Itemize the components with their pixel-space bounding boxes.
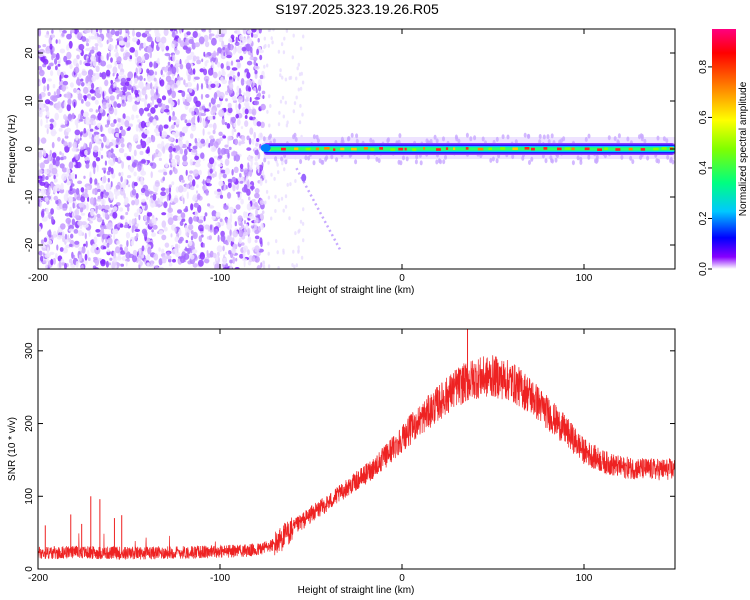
snr-y-tick-label: 200: [24, 415, 35, 432]
snr-y-tick-label: 0: [24, 566, 35, 572]
figure-title: S197.2025.323.19.26.R05: [275, 1, 439, 17]
snr-y-axis-label: SNR (10 * v/v): [7, 417, 18, 481]
snr-x-tick-label: -200: [28, 573, 48, 584]
spectrogram-marks: [38, 29, 675, 269]
spectrogram-x-ticks: -200 -100 0 100: [28, 29, 593, 284]
spectrogram-x-tick-label: 100: [576, 273, 593, 284]
colorbar-gradient: [712, 29, 736, 269]
spectrogram-y-tick-label: -20: [24, 237, 35, 252]
snr-y-tick-label: 300: [24, 342, 35, 359]
snr-x-axis-label: Height of straight line (km): [298, 585, 415, 596]
spectrogram-y-axis-label: Frequency (Hz): [7, 115, 18, 184]
colorbar-ticks: 0.0 0.2 0.4 0.6 0.8: [698, 60, 712, 276]
colorbar-tick-label: 0.4: [698, 161, 709, 175]
snr-marks: [38, 329, 675, 561]
colorbar-tick-label: 0.0: [698, 262, 709, 276]
spectrogram-y-tick-label: 20: [24, 47, 35, 59]
colorbar-label: Normalized spectral amplitude: [738, 81, 749, 216]
snr-x-tick-label: -100: [210, 573, 230, 584]
streak-head: [301, 173, 307, 182]
spectrogram-y-tick-label: 10: [24, 95, 35, 107]
colorbar: 0.0 0.2 0.4 0.6 0.8 Normalized spectral ampl…: [698, 29, 749, 276]
snr-x-tick-label: 100: [576, 573, 593, 584]
spectrogram-y-ticks: 20 10 0 -10 -20: [24, 47, 675, 252]
snr-y-tick-label: 100: [24, 487, 35, 504]
spectrogram-x-tick-label: -200: [28, 273, 48, 284]
snr-frame: [37, 328, 676, 570]
signal-band: [260, 132, 675, 166]
snr-x-ticks: -200 -100 0 100: [28, 329, 593, 584]
colorbar-tick-label: 0.8: [698, 60, 709, 74]
spectrogram-x-axis-label: Height of straight line (km): [298, 285, 415, 296]
noise-speckles: [38, 29, 266, 269]
spectrogram-y-tick-label: -10: [24, 189, 35, 204]
colorbar-tick-label: 0.6: [698, 110, 709, 124]
colorbar-tick-label: 0.2: [698, 211, 709, 225]
spectrogram-x-tick-label: 0: [399, 273, 405, 284]
snr-panel: -200 -100 0 100 0 100 200 300 Height of straig…: [7, 328, 676, 596]
spectrogram-x-tick-label: -100: [210, 273, 230, 284]
spectrogram-y-tick-label: 0: [24, 146, 35, 152]
snr-series-line: [38, 355, 675, 561]
snr-y-ticks: 0 100 200 300: [24, 342, 675, 572]
snr-x-tick-label: 0: [399, 573, 405, 584]
